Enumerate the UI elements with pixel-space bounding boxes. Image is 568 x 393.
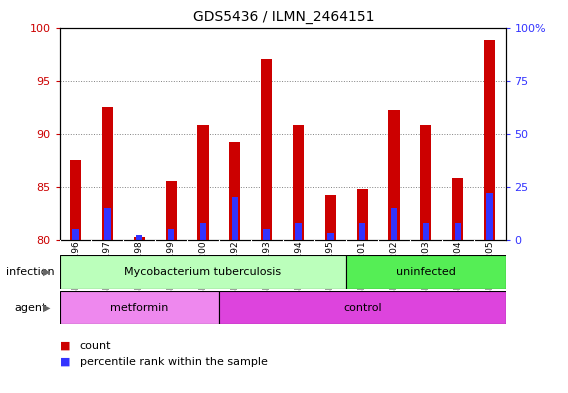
Bar bbox=[295, 223, 302, 240]
Text: GSM1378197: GSM1378197 bbox=[103, 241, 112, 301]
Bar bbox=[264, 229, 270, 240]
Bar bbox=[229, 142, 240, 240]
Text: GSM1378200: GSM1378200 bbox=[198, 241, 207, 301]
Text: agent: agent bbox=[14, 303, 47, 312]
Text: GSM1378203: GSM1378203 bbox=[421, 241, 431, 301]
Bar bbox=[346, 255, 506, 289]
Text: Mycobacterium tuberculosis: Mycobacterium tuberculosis bbox=[124, 267, 282, 277]
Bar bbox=[136, 235, 143, 240]
Text: GSM1378201: GSM1378201 bbox=[358, 241, 367, 301]
Text: percentile rank within the sample: percentile rank within the sample bbox=[80, 356, 268, 367]
Bar bbox=[357, 189, 367, 240]
Bar bbox=[70, 160, 81, 240]
Text: infection: infection bbox=[6, 267, 55, 277]
Bar bbox=[486, 193, 493, 240]
Bar bbox=[168, 229, 174, 240]
Bar bbox=[389, 110, 400, 240]
Text: GSM1378195: GSM1378195 bbox=[326, 241, 335, 301]
Text: GSM1378192: GSM1378192 bbox=[230, 241, 239, 301]
Text: metformin: metformin bbox=[110, 303, 169, 312]
Bar bbox=[60, 291, 219, 324]
Bar bbox=[454, 223, 461, 240]
Bar bbox=[359, 223, 365, 240]
Text: uninfected: uninfected bbox=[396, 267, 456, 277]
Bar bbox=[219, 291, 506, 324]
Bar bbox=[420, 125, 432, 240]
Bar bbox=[60, 255, 346, 289]
Text: count: count bbox=[80, 341, 111, 351]
Bar bbox=[165, 181, 177, 240]
Bar bbox=[261, 59, 272, 240]
Text: GSM1378204: GSM1378204 bbox=[453, 241, 462, 301]
Text: GSM1378196: GSM1378196 bbox=[71, 241, 80, 301]
Text: GSM1378194: GSM1378194 bbox=[294, 241, 303, 301]
Text: GSM1378205: GSM1378205 bbox=[485, 241, 494, 301]
Bar bbox=[325, 195, 336, 240]
Bar bbox=[200, 223, 206, 240]
Bar bbox=[105, 208, 111, 240]
Text: ▶: ▶ bbox=[43, 267, 51, 277]
Bar bbox=[102, 107, 113, 240]
Bar bbox=[423, 223, 429, 240]
Text: ▶: ▶ bbox=[43, 303, 51, 312]
Bar bbox=[327, 233, 333, 240]
Text: GSM1378193: GSM1378193 bbox=[262, 241, 271, 301]
Bar bbox=[484, 40, 495, 240]
Bar bbox=[293, 125, 304, 240]
Bar bbox=[452, 178, 463, 240]
Bar bbox=[72, 229, 79, 240]
Text: ■: ■ bbox=[60, 356, 70, 367]
Text: GSM1378198: GSM1378198 bbox=[135, 241, 144, 301]
Text: GSM1378202: GSM1378202 bbox=[390, 241, 399, 301]
Bar bbox=[198, 125, 208, 240]
Text: ■: ■ bbox=[60, 341, 70, 351]
Text: GSM1378199: GSM1378199 bbox=[166, 241, 176, 301]
Bar bbox=[133, 237, 145, 240]
Text: control: control bbox=[343, 303, 382, 312]
Bar bbox=[391, 208, 397, 240]
Bar bbox=[232, 197, 238, 240]
Text: GDS5436 / ILMN_2464151: GDS5436 / ILMN_2464151 bbox=[193, 10, 375, 24]
